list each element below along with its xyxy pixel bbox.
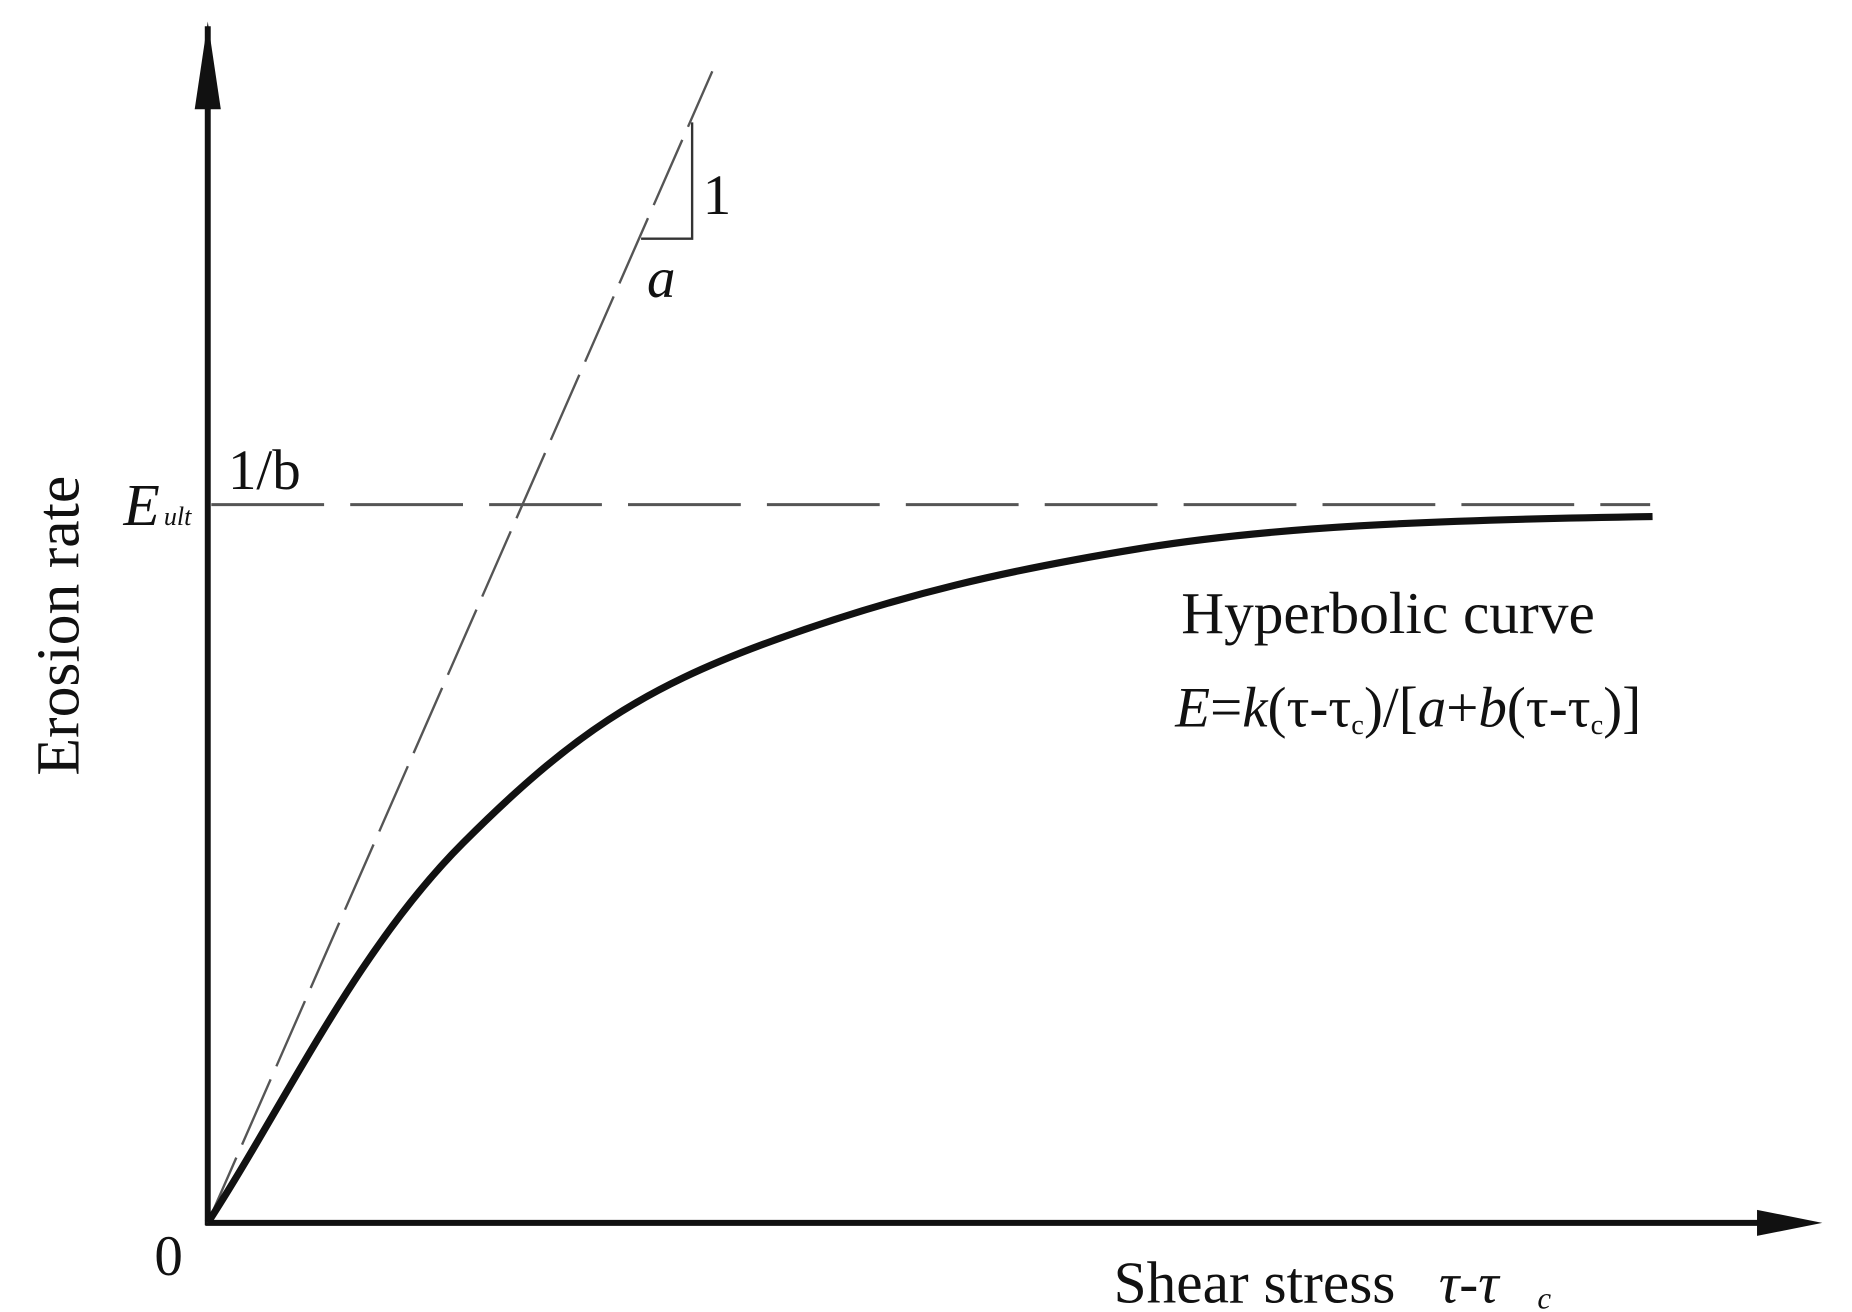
- tangent-line: [206, 70, 714, 1224]
- asymptote-symbol: E: [122, 472, 159, 538]
- asymptote-subscript: ult: [164, 502, 192, 531]
- formula-part: =: [1210, 677, 1242, 740]
- asymptote-label: 1/b: [228, 439, 301, 502]
- slope-run: a: [647, 247, 675, 310]
- formula-subscript: c: [1351, 710, 1364, 741]
- slope-rise: 1: [703, 164, 731, 227]
- formula-part: a: [1418, 677, 1446, 740]
- hyperbolic-curve: [204, 512, 1653, 1225]
- x-axis-symbol: τ-τ: [1439, 1252, 1501, 1312]
- formula-part: E: [1174, 677, 1210, 740]
- formula-part: k: [1242, 677, 1269, 740]
- x-arrow: [1757, 1209, 1823, 1236]
- x-axis-subscript: c: [1537, 1281, 1551, 1312]
- origin-label: 0: [154, 1225, 182, 1288]
- curve-name: Hyperbolic curve: [1181, 580, 1595, 646]
- formula-subscript: c: [1591, 710, 1604, 741]
- y-arrow: [194, 21, 221, 110]
- y-axis-label: Erosion rate: [24, 476, 92, 776]
- formula-part: )]: [1603, 677, 1641, 740]
- formula-part: b: [1478, 677, 1506, 740]
- slope-triangle: [641, 122, 694, 240]
- curve-formula: E=k(τ-τc)/[a+b(τ-τc)]: [1174, 677, 1641, 741]
- formula-part: (τ-τ: [1268, 677, 1352, 740]
- formula-part: (τ-τ: [1507, 677, 1591, 740]
- formula-part: +: [1446, 677, 1478, 740]
- formula-part: )/[: [1364, 677, 1418, 740]
- x-axis-label: Shear stress: [1114, 1249, 1396, 1312]
